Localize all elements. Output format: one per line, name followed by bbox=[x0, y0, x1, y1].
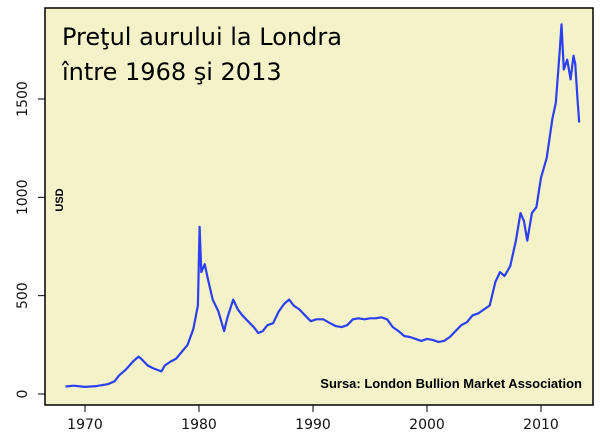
gold-price-line bbox=[65, 23, 581, 388]
x-tick-label: 1980 bbox=[181, 417, 217, 433]
chart-marks bbox=[65, 23, 581, 388]
y-tick-label: 0 bbox=[15, 390, 31, 399]
y-tick-label: 500 bbox=[15, 282, 31, 309]
x-tick-label: 2000 bbox=[409, 417, 445, 433]
plot-background bbox=[45, 8, 593, 405]
y-axis: 0 500 1000 1500 bbox=[15, 81, 45, 398]
x-tick-label: 1970 bbox=[67, 417, 103, 433]
y-axis-label: USD bbox=[54, 188, 66, 211]
y-tick-label: 1500 bbox=[15, 81, 31, 117]
chart-title-line-1: Preţul aurului la Londra bbox=[62, 23, 342, 51]
chart-title-line-2: între 1968 şi 2013 bbox=[61, 58, 282, 86]
plot-frame bbox=[44, 7, 594, 406]
x-tick-label: 1990 bbox=[295, 417, 331, 433]
x-tick-label: 2010 bbox=[523, 417, 559, 433]
x-axis: 1970 1980 1990 2000 2010 bbox=[67, 405, 559, 433]
source-annotation: Sursa: London Bullion Market Association bbox=[320, 376, 582, 391]
chart-title: Preţul aurului la Londra între 1968 şi 2… bbox=[61, 23, 342, 86]
y-tick-label: 1000 bbox=[15, 180, 31, 216]
